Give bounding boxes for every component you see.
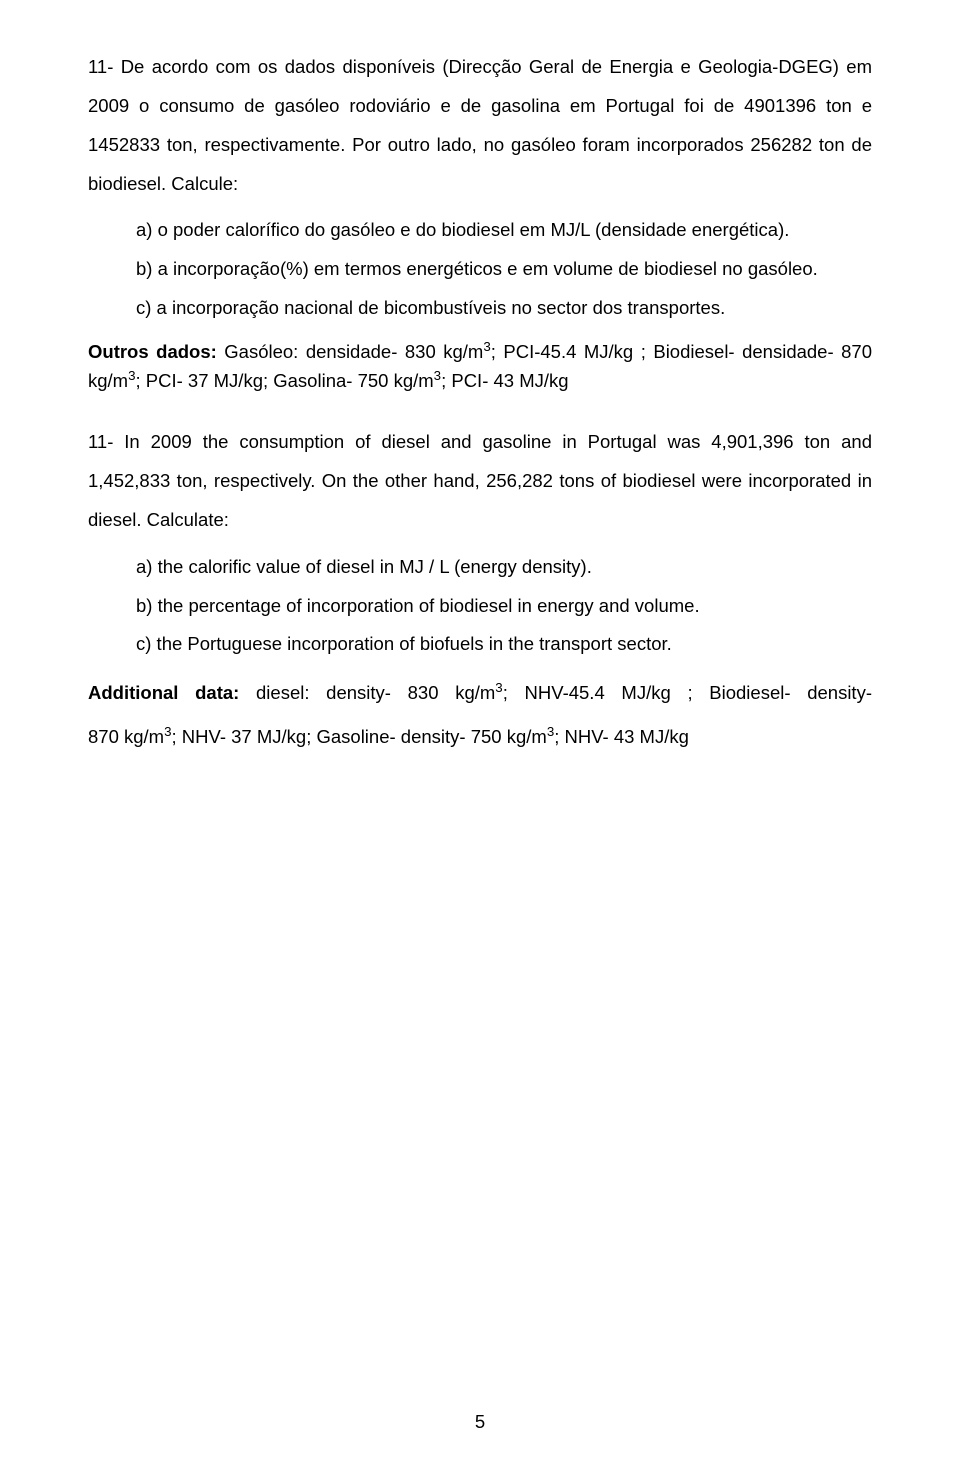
q11-pt-a: a) o poder calorífico do gasóleo e do bi… [136,211,872,250]
q11-pt-subitems: a) o poder calorífico do gasóleo e do bi… [88,211,872,328]
q11-en-intro: 11- In 2009 the consumption of diesel an… [88,423,872,540]
outros-dados-label: Outros dados: [88,341,217,362]
dados-seg1: Gasóleo: densidade- 830 kg/m [217,341,484,362]
add1b: ; NHV-45.4 MJ/kg ; Biodiesel- density- [503,682,872,703]
sup-3: 3 [434,367,441,382]
q11-pt-b: b) a incorporação(%) em termos energétic… [136,250,872,289]
sup-3: 3 [164,724,171,739]
document-page: 11- De acordo com os dados disponíveis (… [0,0,960,1461]
q11-en-additional-line1: Additional data: diesel: density- 830 kg… [88,674,872,713]
q11-en-b: b) the percentage of incorporation of bi… [136,587,872,626]
add2a: 870 kg/m [88,726,164,747]
additional-data-label: Additional data: [88,682,239,703]
sup-3: 3 [483,339,490,354]
dados-seg4: ; PCI- 43 MJ/kg [441,370,568,391]
q11-pt-intro: 11- De acordo com os dados disponíveis (… [88,48,872,203]
q11-en-c: c) the Portuguese incorporation of biofu… [136,625,872,664]
add1a: diesel: density- 830 kg/m [239,682,495,703]
page-number: 5 [0,1411,960,1433]
q11-pt-outros-dados: Outros dados: Gasóleo: densidade- 830 kg… [88,338,872,395]
sup-3: 3 [495,680,502,695]
q11-pt-c: c) a incorporação nacional de bicombustí… [136,289,872,328]
dados-seg3: ; PCI- 37 MJ/kg; Gasolina- 750 kg/m [136,370,434,391]
add2c: ; NHV- 43 MJ/kg [554,726,689,747]
sup-3: 3 [128,367,135,382]
add2b: ; NHV- 37 MJ/kg; Gasoline- density- 750 … [172,726,547,747]
q11-en-additional-line2: 870 kg/m3; NHV- 37 MJ/kg; Gasoline- dens… [88,723,872,752]
q11-en-a: a) the calorific value of diesel in MJ /… [136,548,872,587]
q11-en-subitems: a) the calorific value of diesel in MJ /… [88,548,872,665]
